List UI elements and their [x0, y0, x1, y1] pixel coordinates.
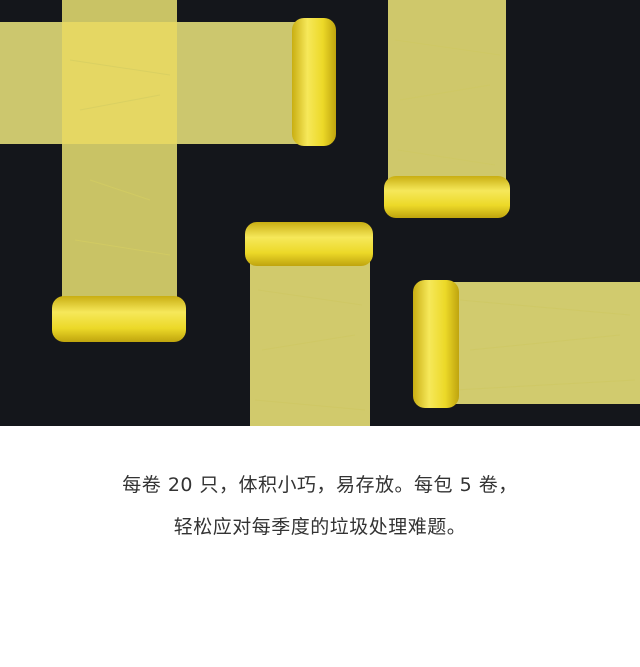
product-photo	[0, 0, 640, 426]
bag-roll-left	[52, 296, 186, 342]
bag-roll-top	[292, 18, 336, 146]
bag-sheet-top-right	[388, 0, 506, 188]
caption-area: 每卷 20 只，体积小巧，易存放。每包 5 卷， 轻松应对每季度的垃圾处理难题。	[0, 426, 640, 667]
bag-roll-bottom-right	[413, 280, 459, 408]
caption-line-1: 每卷 20 只，体积小巧，易存放。每包 5 卷，	[122, 474, 518, 496]
bag-roll-center	[245, 222, 373, 266]
caption-line-2: 轻松应对每季度的垃圾处理难题。	[173, 516, 467, 538]
bag-sheet-center	[250, 250, 370, 426]
bag-roll-top-right	[384, 176, 510, 218]
